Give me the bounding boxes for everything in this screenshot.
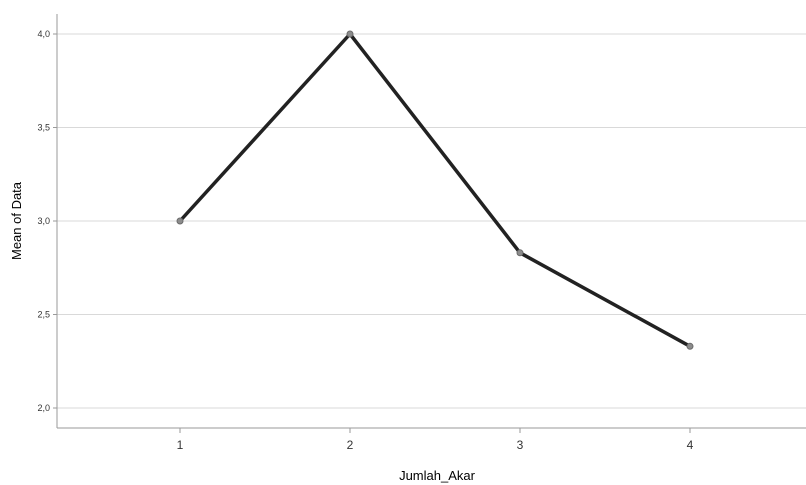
- y-tick-label: 3,5: [37, 123, 50, 133]
- grid-lines: [57, 33, 806, 409]
- data-point: [346, 30, 354, 38]
- x-tick-label: 2: [347, 438, 354, 452]
- x-tick-label: 1: [177, 438, 184, 452]
- y-tick-label: 2,5: [37, 310, 50, 320]
- y-tick-label: 4,0: [37, 29, 50, 39]
- y-tick-label: 2,0: [37, 403, 50, 413]
- data-point: [516, 249, 524, 257]
- y-tick-label: 3,0: [37, 216, 50, 226]
- y-axis-title: Mean of Data: [9, 181, 24, 260]
- y-tick-labels: 2,0 2,5 3,0 3,5 4,0: [37, 29, 57, 413]
- x-tick-label: 4: [687, 438, 694, 452]
- data-point: [176, 217, 184, 225]
- x-axis-title: Jumlah_Akar: [399, 468, 476, 483]
- data-point: [686, 342, 694, 350]
- x-tick-labels: 1 2 3 4: [177, 428, 694, 452]
- x-tick-label: 3: [517, 438, 524, 452]
- series-layer: [176, 30, 694, 350]
- series-line: [178, 32, 692, 349]
